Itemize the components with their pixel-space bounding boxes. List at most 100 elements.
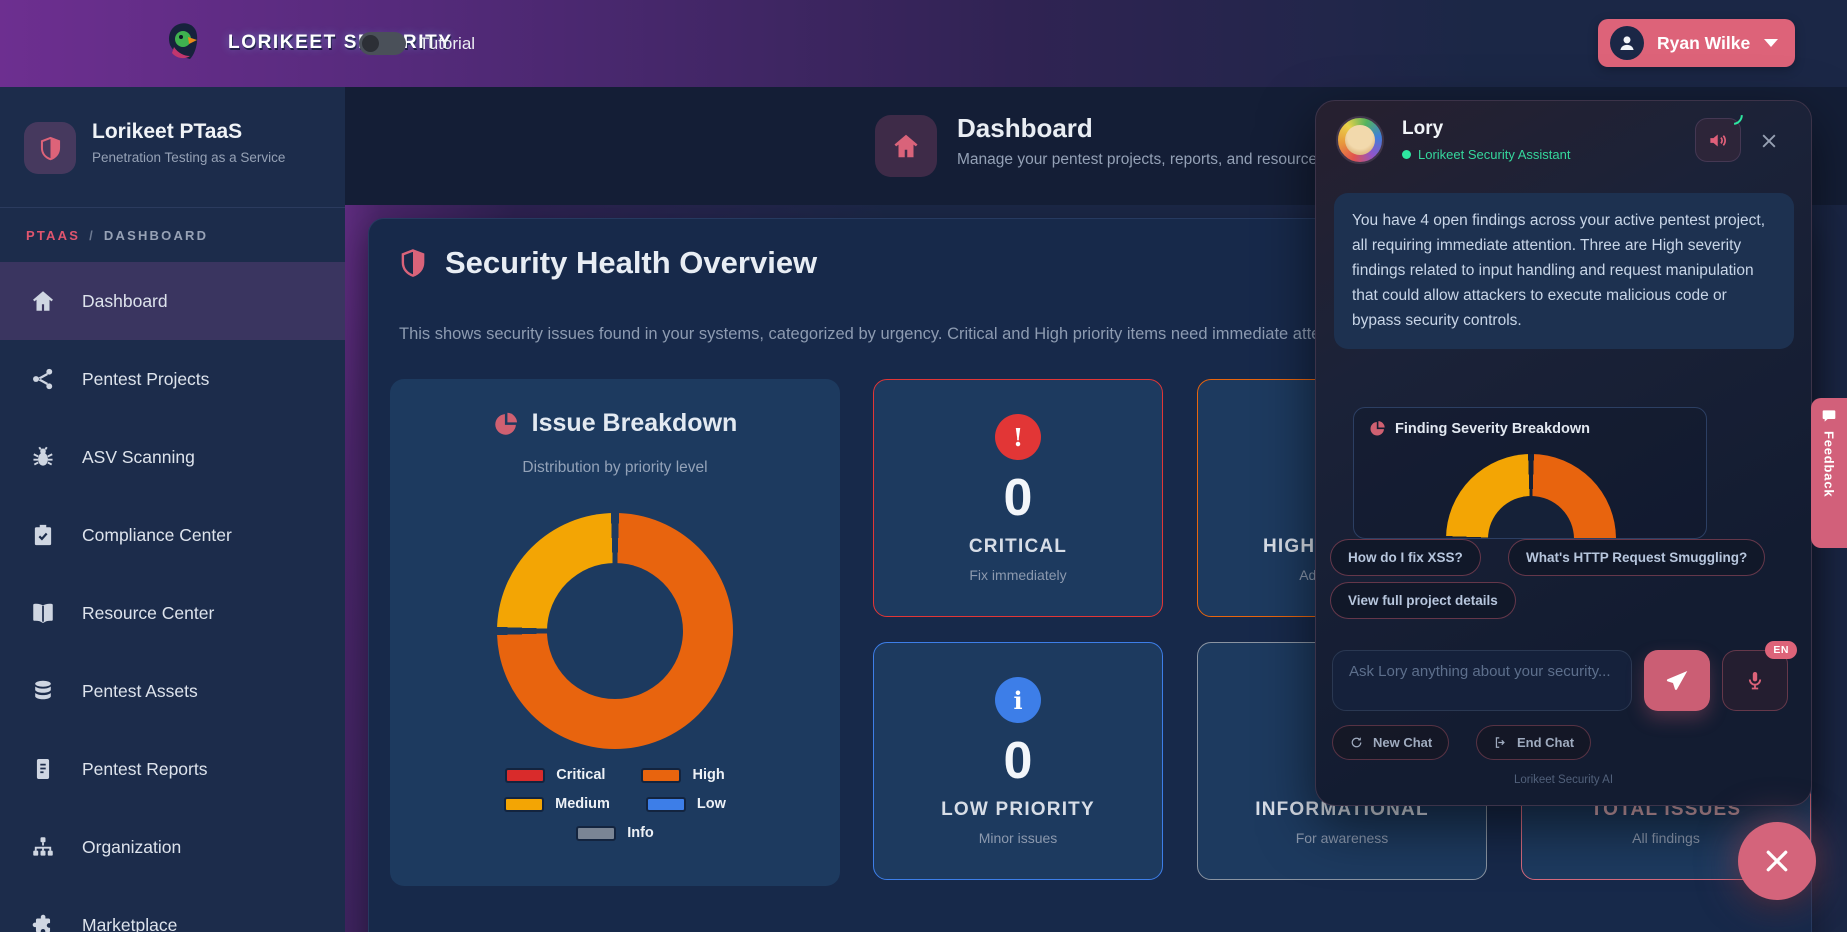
legend-item-high: High xyxy=(641,767,725,783)
new-chat-button[interactable]: New Chat xyxy=(1332,725,1450,760)
report-icon xyxy=(36,759,50,779)
finding-severity-card: Finding Severity Breakdown xyxy=(1353,407,1707,539)
suggestion-chip-project-details[interactable]: View full project details xyxy=(1330,582,1516,619)
close-chat-icon[interactable] xyxy=(1757,129,1781,153)
shield-icon xyxy=(401,249,425,277)
sidebar-item-label: Resource Center xyxy=(82,602,215,623)
sidebar-item-label: Dashboard xyxy=(82,290,168,311)
suggestion-chip-fix-xss[interactable]: How do I fix XSS? xyxy=(1330,539,1481,576)
sidebar-item-label: Marketplace xyxy=(82,914,178,932)
org-tree-icon xyxy=(33,837,53,856)
legend-item-medium: Medium xyxy=(504,796,610,812)
stat-value: 0 xyxy=(1003,469,1033,527)
issue-breakdown-title-row: Issue Breakdown xyxy=(390,409,840,438)
stat-label: LOW PRIORITY xyxy=(941,799,1095,820)
legend-swatch xyxy=(505,767,546,783)
sidebar-item-marketplace[interactable]: Marketplace xyxy=(0,886,345,932)
top-header-bar: LORIKEET SECURITY Tutorial Ryan Wilke xyxy=(0,0,1847,87)
legend-swatch xyxy=(504,796,545,812)
puzzle-icon xyxy=(32,914,51,932)
send-button[interactable] xyxy=(1644,650,1710,711)
sidebar-item-compliance-center[interactable]: Compliance Center xyxy=(0,496,345,574)
pie-chart-icon xyxy=(1370,421,1385,436)
close-icon xyxy=(1766,850,1788,872)
lory-avatar xyxy=(1336,116,1384,164)
assistant-message-bubble: You have 4 open findings across your act… xyxy=(1334,193,1794,349)
chat-footer-label: Lorikeet Security AI xyxy=(1513,774,1614,786)
speaker-icon xyxy=(1709,133,1726,147)
sidebar-item-asv-scanning[interactable]: ASV Scanning xyxy=(0,418,345,496)
user-name: Ryan Wilke xyxy=(1657,32,1751,53)
sidebar-item-resource-center[interactable]: Resource Center xyxy=(0,574,345,652)
feedback-tab[interactable]: Feedback xyxy=(1811,398,1847,548)
overview-title: Security Health Overview xyxy=(445,245,818,280)
sparkle-accent xyxy=(1733,115,1743,125)
microphone-button[interactable]: EN xyxy=(1722,641,1797,711)
breadcrumb: PTAAS / DASHBOARD xyxy=(0,208,345,262)
chat-input[interactable] xyxy=(1333,651,1631,710)
page-title: Dashboard xyxy=(957,113,1093,143)
overview-title-row: Security Health Overview xyxy=(397,245,817,281)
dashboard-home-icon xyxy=(875,115,937,177)
breadcrumb-page: DASHBOARD xyxy=(103,227,209,243)
voice-output-button[interactable] xyxy=(1695,115,1743,162)
sidebar-item-dashboard[interactable]: Dashboard xyxy=(0,262,345,340)
legend-swatch xyxy=(576,825,617,841)
issue-breakdown-panel: Issue Breakdown Distribution by priority… xyxy=(390,379,840,886)
home-icon xyxy=(33,291,53,311)
legend-swatch xyxy=(641,767,682,783)
tutorial-toggle[interactable] xyxy=(359,32,406,55)
refresh-icon xyxy=(1351,737,1362,748)
language-badge: EN xyxy=(1765,641,1797,659)
breadcrumb-separator: / xyxy=(89,227,95,243)
overview-description: This shows security issues found in your… xyxy=(399,325,1361,343)
microphone-icon xyxy=(1748,671,1762,689)
speech-bubble-icon xyxy=(1822,410,1836,422)
stat-card-critical[interactable]: ! 0 CRITICAL Fix immediately xyxy=(873,379,1163,617)
issue-breakdown-donut-chart xyxy=(497,513,733,749)
sidebar-item-label: Compliance Center xyxy=(82,524,232,545)
sidebar-item-pentest-assets[interactable]: Pentest Assets xyxy=(0,652,345,730)
sidebar-item-label: Pentest Reports xyxy=(82,758,208,779)
person-icon xyxy=(1620,36,1634,50)
user-avatar xyxy=(1610,26,1644,60)
stat-card-low-priority[interactable]: i 0 LOW PRIORITY Minor issues xyxy=(873,642,1163,880)
sidebar-brand: Lorikeet PTaaS Penetration Testing as a … xyxy=(0,87,345,208)
legend-swatch xyxy=(645,796,686,812)
stat-sublabel: Minor issues xyxy=(978,830,1058,846)
clipboard-check-icon xyxy=(34,524,52,546)
sidebar-item-pentest-projects[interactable]: Pentest Projects xyxy=(0,340,345,418)
assistant-name: Lory xyxy=(1402,118,1444,139)
shield-icon xyxy=(24,122,76,174)
stat-sublabel: For awareness xyxy=(1295,830,1389,846)
end-chat-button[interactable]: End Chat xyxy=(1476,725,1592,760)
chevron-down-icon xyxy=(1764,39,1779,47)
sidebar-item-organization[interactable]: Organization xyxy=(0,808,345,886)
sidebar-item-label: Pentest Assets xyxy=(82,680,198,701)
stat-sublabel: Fix immediately xyxy=(969,567,1067,583)
alert-circle-icon: ! xyxy=(995,414,1041,460)
close-assistant-fab[interactable] xyxy=(1738,822,1816,900)
sidebar-item-label: Pentest Projects xyxy=(82,368,210,389)
sidebar-item-label: Organization xyxy=(82,836,182,857)
breadcrumb-section[interactable]: PTAAS xyxy=(26,227,81,243)
sidebar: Lorikeet PTaaS Penetration Testing as a … xyxy=(0,87,345,932)
stat-value: 0 xyxy=(1003,732,1033,790)
legend-item-low: Low xyxy=(645,796,726,812)
legend-item-info: Info xyxy=(576,825,654,841)
finding-severity-title-row: Finding Severity Breakdown xyxy=(1369,420,1590,437)
user-menu-button[interactable]: Ryan Wilke xyxy=(1598,19,1795,67)
sidebar-nav: Dashboard Pentest Projects ASV Scanning … xyxy=(0,262,345,932)
assistant-status-label: Lorikeet Security Assistant xyxy=(1418,147,1571,162)
brand-subtitle: Penetration Testing as a Service xyxy=(92,150,286,165)
brand-title: Lorikeet PTaaS xyxy=(92,120,243,143)
issue-breakdown-title: Issue Breakdown xyxy=(531,409,738,437)
sidebar-item-label: ASV Scanning xyxy=(82,446,195,467)
sidebar-item-pentest-reports[interactable]: Pentest Reports xyxy=(0,730,345,808)
chat-input-wrapper xyxy=(1332,650,1632,711)
suggestion-chip-request-smuggling[interactable]: What's HTTP Request Smuggling? xyxy=(1508,539,1766,576)
assistant-status: Lorikeet Security Assistant xyxy=(1402,147,1570,162)
page-subtitle: Manage your pentest projects, reports, a… xyxy=(957,151,1325,168)
toggle-knob xyxy=(362,35,379,52)
